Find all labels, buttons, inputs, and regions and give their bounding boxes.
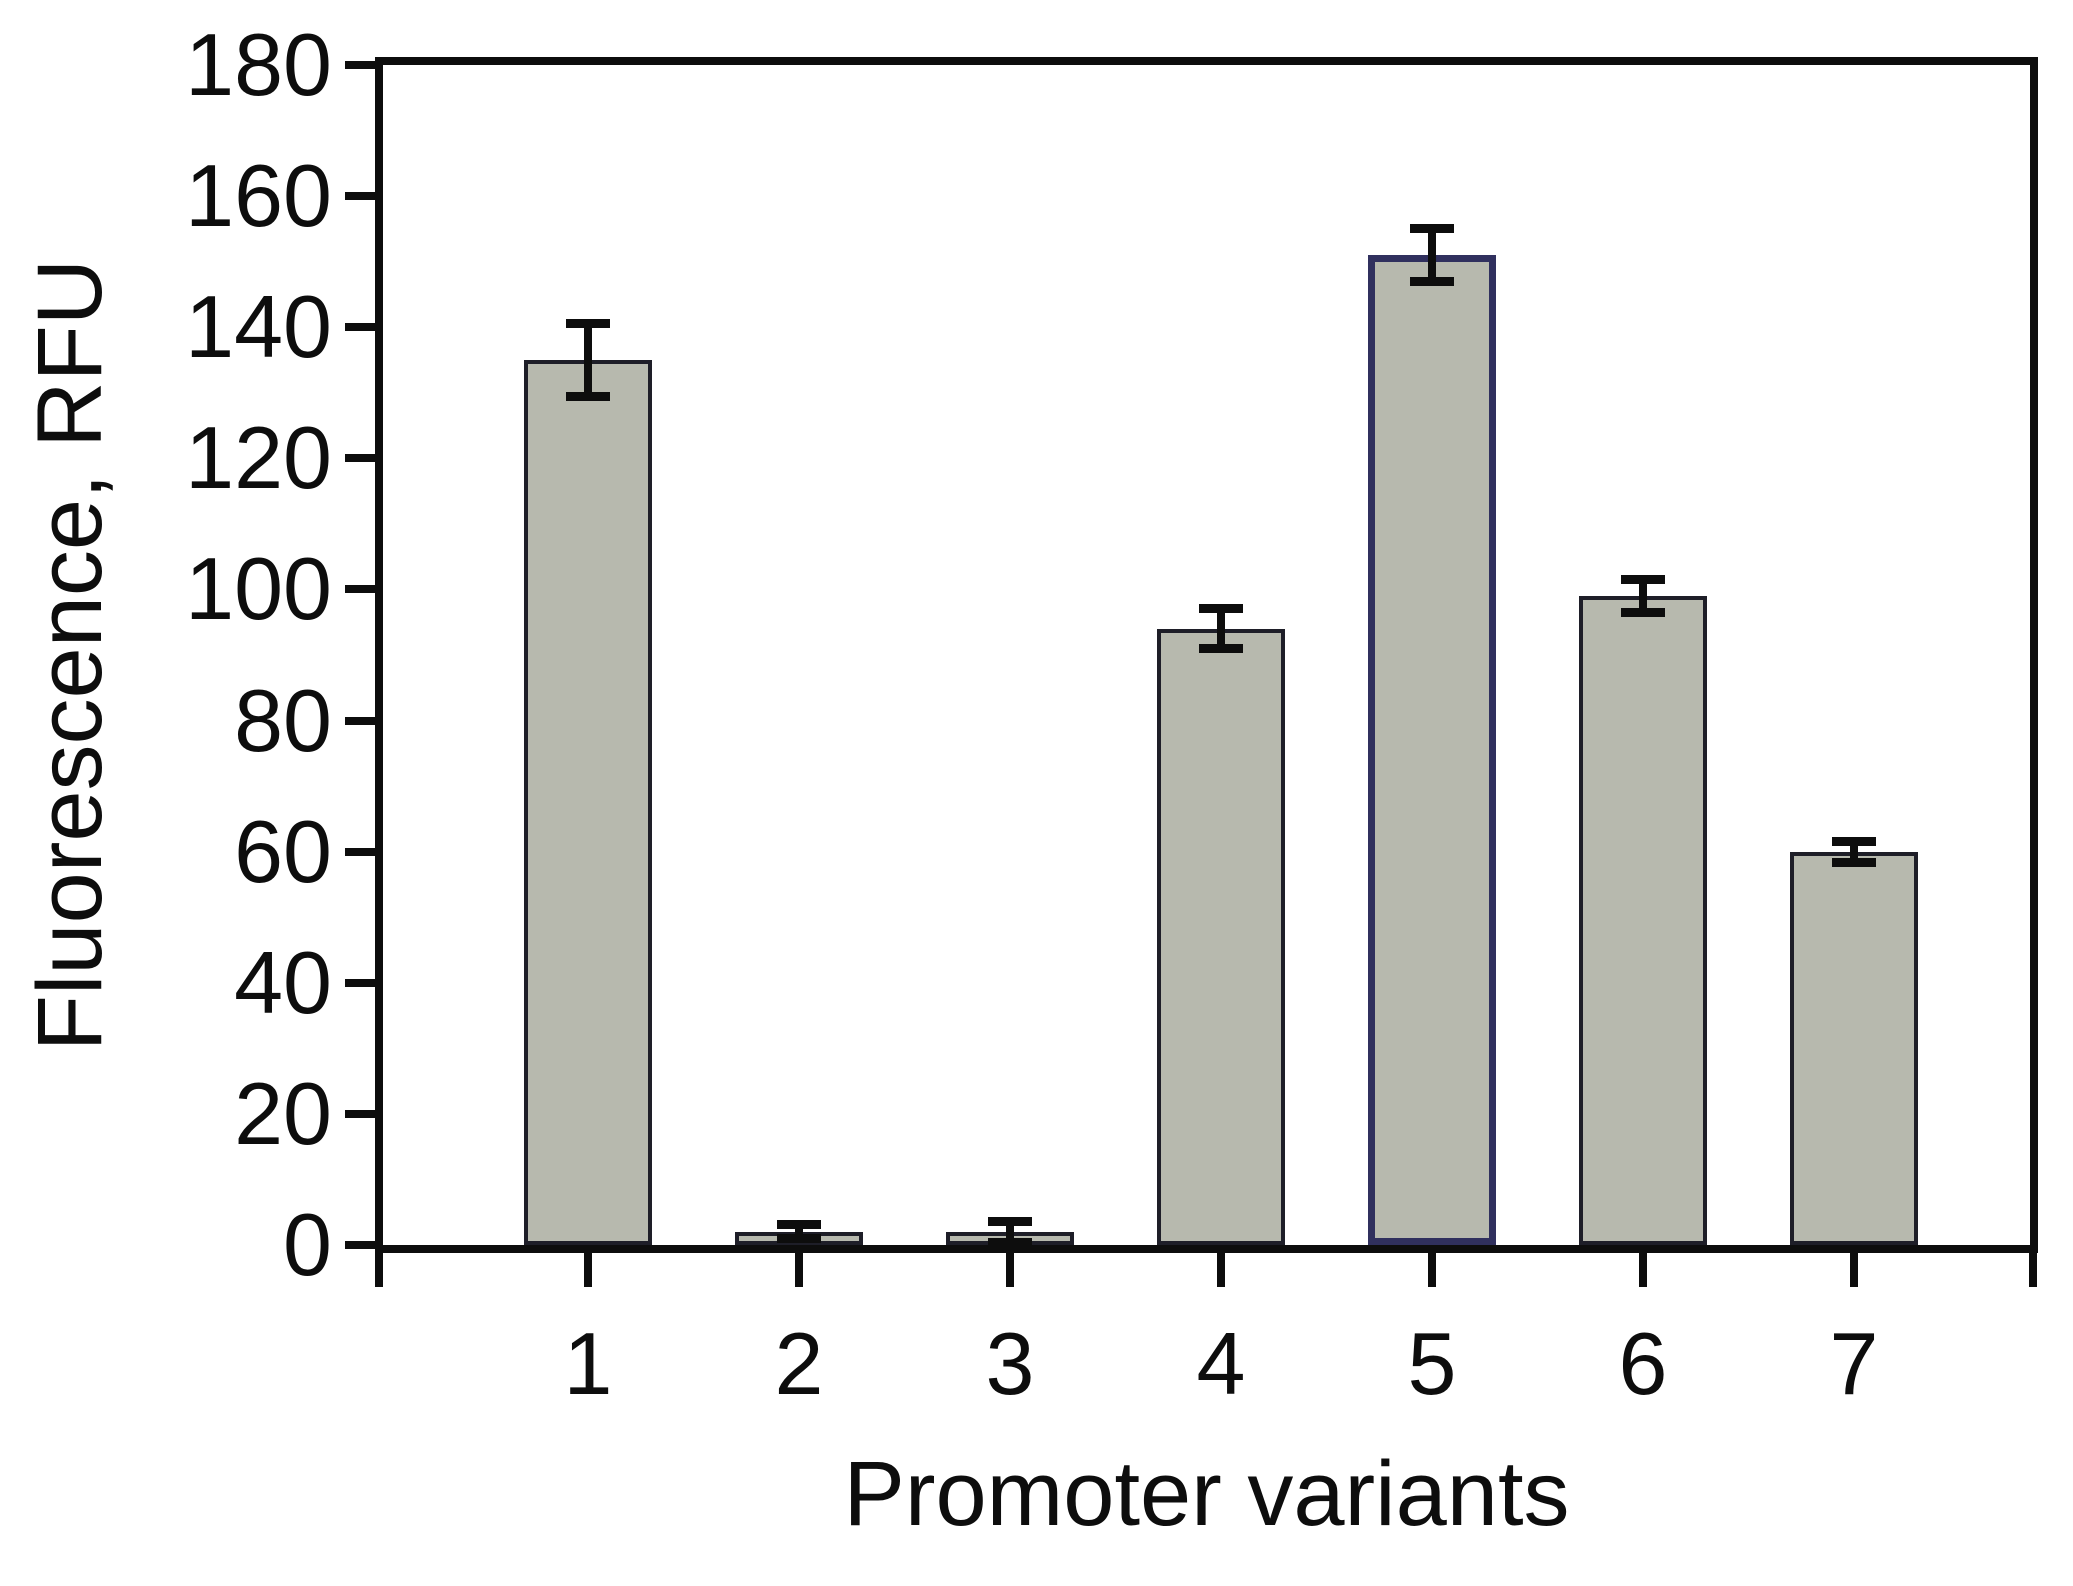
error-bar-line — [1428, 228, 1436, 282]
x-tick-label: 1 — [563, 1314, 613, 1413]
error-bar-cap — [1410, 277, 1454, 287]
error-bar-cap — [988, 1237, 1032, 1247]
x-axis-tick — [1006, 1253, 1014, 1287]
error-bar-line — [1006, 1222, 1014, 1242]
error-bar-cap — [566, 392, 610, 402]
y-tick-label: 60 — [234, 801, 332, 901]
y-axis-tick — [345, 1241, 375, 1249]
x-axis-tick — [1639, 1253, 1647, 1287]
x-axis-tick — [1428, 1253, 1436, 1287]
y-tick-label: 140 — [185, 277, 332, 377]
bar — [1368, 255, 1496, 1245]
y-tick-label: 0 — [283, 1195, 332, 1294]
bar — [1579, 596, 1707, 1245]
error-bar-cap — [988, 1217, 1032, 1227]
y-axis-tick — [345, 585, 375, 594]
error-bar-cap — [777, 1220, 821, 1230]
x-tick-label: 2 — [774, 1314, 824, 1413]
y-tick-label: 80 — [234, 670, 332, 770]
error-bar-cap — [1832, 836, 1876, 846]
y-tick-label: 100 — [185, 539, 332, 639]
y-axis-tick — [345, 847, 375, 856]
error-bar-cap — [1621, 574, 1665, 584]
x-tick-label: 4 — [1196, 1314, 1246, 1413]
error-bar-cap — [1410, 223, 1454, 233]
y-axis-tick — [345, 192, 375, 201]
error-bar-cap — [1199, 644, 1243, 654]
x-axis-tick — [1850, 1253, 1858, 1287]
error-bar-cap — [1832, 857, 1876, 867]
y-tick-label: 120 — [185, 408, 332, 508]
y-axis-tick — [345, 1109, 375, 1118]
y-tick-label: 20 — [234, 1063, 332, 1163]
x-axis-tick — [795, 1253, 803, 1287]
x-tick-label: 6 — [1618, 1314, 1668, 1413]
y-axis-tick — [345, 454, 375, 463]
y-axis-tick — [345, 61, 375, 69]
x-tick-label: 5 — [1407, 1314, 1457, 1413]
error-bar-line — [1850, 841, 1858, 862]
y-tick-label: 40 — [234, 932, 332, 1032]
y-axis-tick — [345, 978, 375, 987]
y-tick-label: 180 — [185, 15, 332, 114]
bar — [524, 360, 652, 1245]
y-tick-label: 160 — [185, 146, 332, 246]
error-bar-line — [1217, 609, 1225, 649]
error-bar-line — [795, 1225, 803, 1239]
error-bar-line — [1639, 579, 1647, 613]
error-bar-cap — [1621, 608, 1665, 618]
y-axis-tick — [345, 323, 375, 332]
x-axis-tick — [584, 1253, 592, 1287]
error-bar-cap — [1199, 604, 1243, 614]
error-bar-cap — [566, 318, 610, 328]
x-axis-title: Promoter variants — [843, 1443, 1570, 1545]
x-axis-end-tick — [2029, 1253, 2037, 1287]
y-axis-tick — [345, 716, 375, 725]
bar — [1157, 628, 1285, 1245]
error-bar-line — [584, 323, 592, 397]
bar — [1790, 851, 1918, 1245]
x-axis-tick — [1217, 1253, 1225, 1287]
x-tick-label: 7 — [1829, 1314, 1879, 1413]
x-axis-end-tick — [375, 1253, 383, 1287]
x-tick-label: 3 — [985, 1314, 1035, 1413]
error-bar-cap — [777, 1234, 821, 1244]
